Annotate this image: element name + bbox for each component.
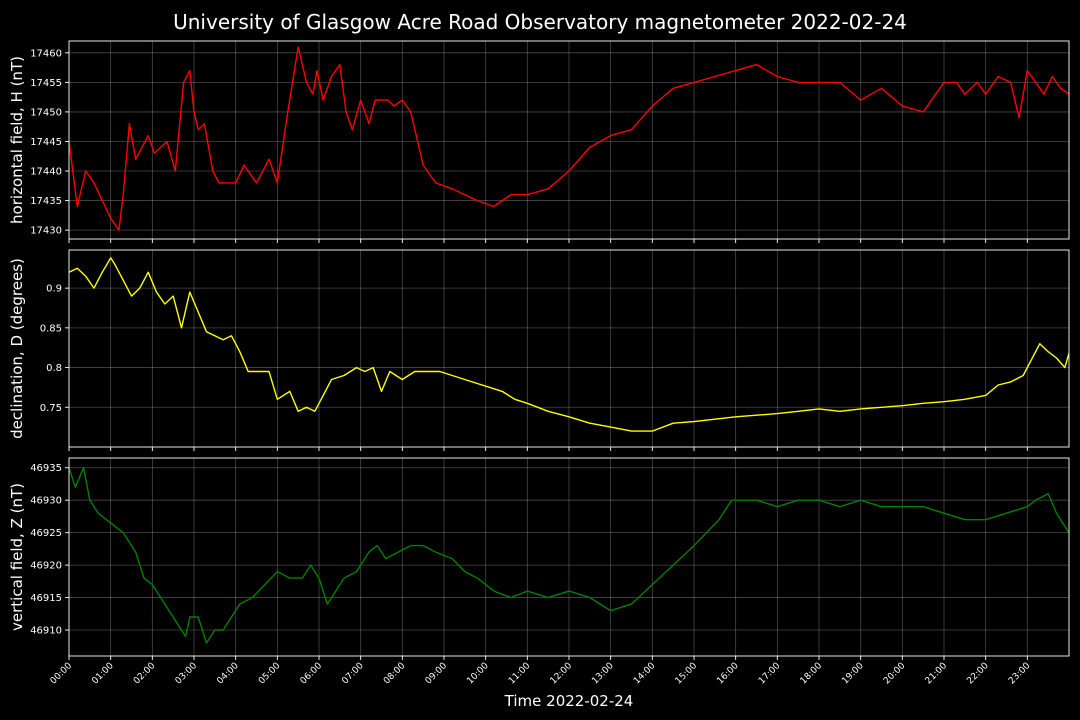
y-tick-label: 17460 (30, 48, 62, 59)
x-tick-label: 10:00 (465, 661, 491, 687)
y-axis-label: vertical field, Z (nT) (8, 483, 26, 631)
y-tick-label: 17445 (30, 137, 62, 148)
y-tick-label: 0.75 (40, 403, 62, 414)
x-axis: 00:00 01:00 02:00 03:00 04:00 05:00 06:00 07:00… (49, 661, 1033, 687)
chart-panels: 17430 17435 17440 17445 17450 17455 17460 horiz… (8, 40, 1070, 660)
x-tick-label: 03:00 (174, 661, 200, 687)
y-tick-label: 17450 (30, 107, 62, 118)
x-tick-label: 00:00 (49, 661, 75, 687)
series-line-3 (68, 467, 1070, 644)
x-tick-label: 23:00 (1007, 661, 1033, 687)
series-line-2 (68, 257, 1070, 432)
x-tick-label: 04:00 (215, 661, 241, 687)
x-tick-label: 09:00 (424, 661, 450, 687)
x-tick-label: 14:00 (632, 661, 658, 687)
x-tick-label: 07:00 (340, 661, 366, 687)
x-tick-label: 18:00 (799, 661, 825, 687)
x-tick-label: 12:00 (549, 661, 575, 687)
y-tick-label: 0.85 (40, 323, 62, 334)
y-tick-label: 46910 (30, 626, 62, 637)
y-tick-label: 17455 (30, 78, 62, 89)
grid (69, 458, 1069, 656)
x-tick-label: 16:00 (715, 661, 741, 687)
x-tick-label: 08:00 (382, 661, 408, 687)
x-tick-label: 21:00 (924, 661, 950, 687)
x-tick-label: 06:00 (299, 661, 325, 687)
y-tick-label: 46915 (30, 593, 62, 604)
y-axis-label: declination, D (degrees) (8, 258, 26, 439)
y-tick-label: 0.9 (46, 284, 62, 295)
y-tick-label: 46920 (30, 561, 62, 572)
grid (69, 41, 1069, 239)
series-line-1 (68, 46, 1070, 231)
x-tick-label: 15:00 (674, 661, 700, 687)
x-axis-label: Time 2022-02-24 (504, 692, 634, 710)
x-tick-label: 22:00 (965, 661, 991, 687)
x-tick-label: 13:00 (590, 661, 616, 687)
y-tick-label: 17430 (30, 226, 62, 237)
y-tick-label: 46935 (30, 463, 62, 474)
y-tick-label: 17435 (30, 196, 62, 207)
y-tick-label: 46930 (30, 496, 62, 507)
panel-1: 17430 17435 17440 17445 17450 17455 17460 horiz… (8, 40, 1070, 243)
x-tick-label: 11:00 (507, 661, 533, 687)
y-tick-label: 0.8 (46, 363, 62, 374)
y-tick-label: 17440 (30, 167, 62, 178)
x-tick-label: 19:00 (840, 661, 866, 687)
grid (69, 250, 1069, 447)
y-tick-label: 46925 (30, 528, 62, 539)
x-tick-label: 17:00 (757, 661, 783, 687)
x-tick-label: 05:00 (257, 661, 283, 687)
panel-3: 46910 46915 46920 46925 46930 46935 vertical f… (8, 457, 1070, 660)
y-axis-label: horizontal field, H (nT) (8, 56, 26, 224)
x-tick-label: 01:00 (90, 661, 116, 687)
x-tick-label: 20:00 (882, 661, 908, 687)
panel-2: 0.75 0.8 0.85 0.9 declination, D (degrees) (8, 249, 1070, 451)
chart-title: University of Glasgow Acre Road Observat… (173, 10, 907, 34)
x-tick-label: 02:00 (132, 661, 158, 687)
